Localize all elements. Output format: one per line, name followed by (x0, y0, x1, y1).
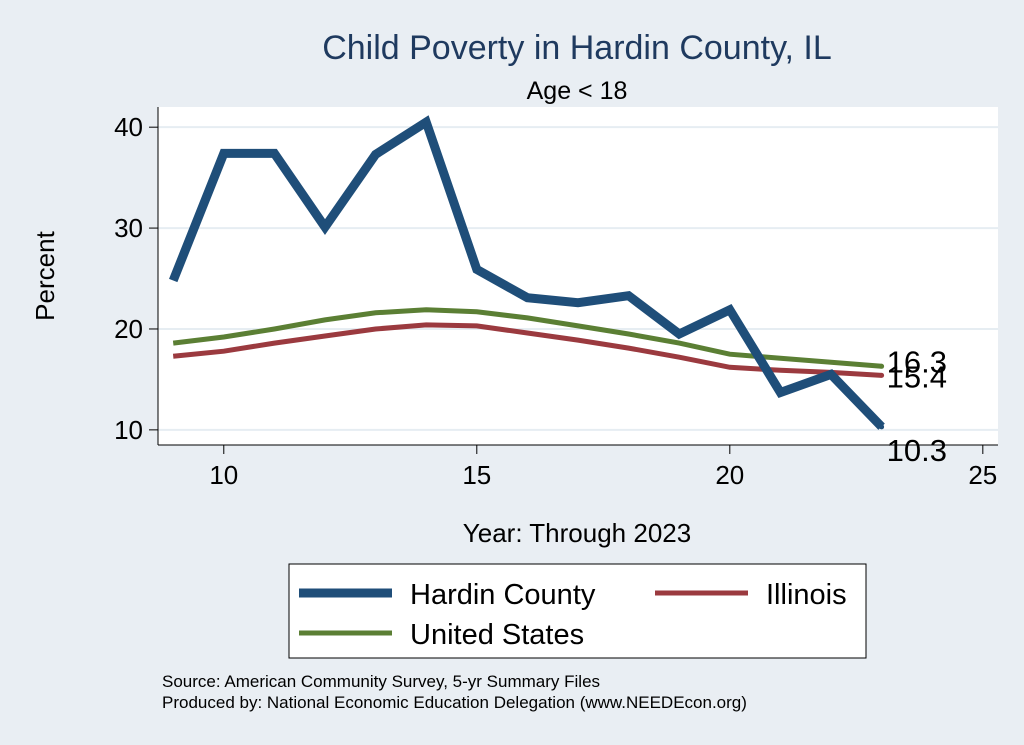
series-end-point-united-states (879, 363, 885, 369)
chart-subtitle: Age < 18 (527, 77, 628, 105)
x-tick-label-15: 15 (462, 460, 491, 490)
x-axis-label: Year: Through 2023 (463, 518, 691, 548)
chart-title: Child Poverty in Hardin County, IL (322, 29, 832, 67)
legend-label-illinois: Illinois (766, 579, 847, 611)
series-end-point-illinois (879, 372, 885, 378)
series-layer (169, 115, 885, 430)
y-tick-label-40: 40 (114, 112, 143, 142)
legend (288, 563, 867, 659)
legend-label-united-states: United States (410, 619, 584, 651)
y-tick-label-30: 30 (114, 213, 143, 243)
y-tick-label-20: 20 (114, 314, 143, 344)
y-axis-label: Percent (30, 230, 60, 320)
producer-note: Produced by: National Economic Education… (162, 693, 747, 712)
x-tick-label-10: 10 (209, 460, 238, 490)
end-label-united-states: 16.3 (887, 344, 947, 379)
x-tick-label-25: 25 (968, 460, 997, 490)
y-axis: 10 20 30 40 (114, 112, 158, 445)
legend-label-hardin-county: Hardin County (410, 579, 596, 611)
series-line-hardin-county (169, 115, 885, 430)
grid-lines (158, 126, 998, 431)
end-label-illinois: 15.4 (887, 359, 947, 394)
end-label-hardin-county: 10.3 (887, 433, 947, 468)
x-axis: 10 15 20 25 (209, 445, 997, 490)
source-note: Source: American Community Survey, 5-yr … (162, 672, 600, 691)
plot-area (158, 107, 998, 445)
y-tick-label-10: 10 (114, 415, 143, 445)
series-end-point-hardin-county (879, 424, 885, 430)
end-labels: 10.3 15.416.3 (887, 344, 947, 468)
x-tick-label-20: 20 (715, 460, 744, 490)
